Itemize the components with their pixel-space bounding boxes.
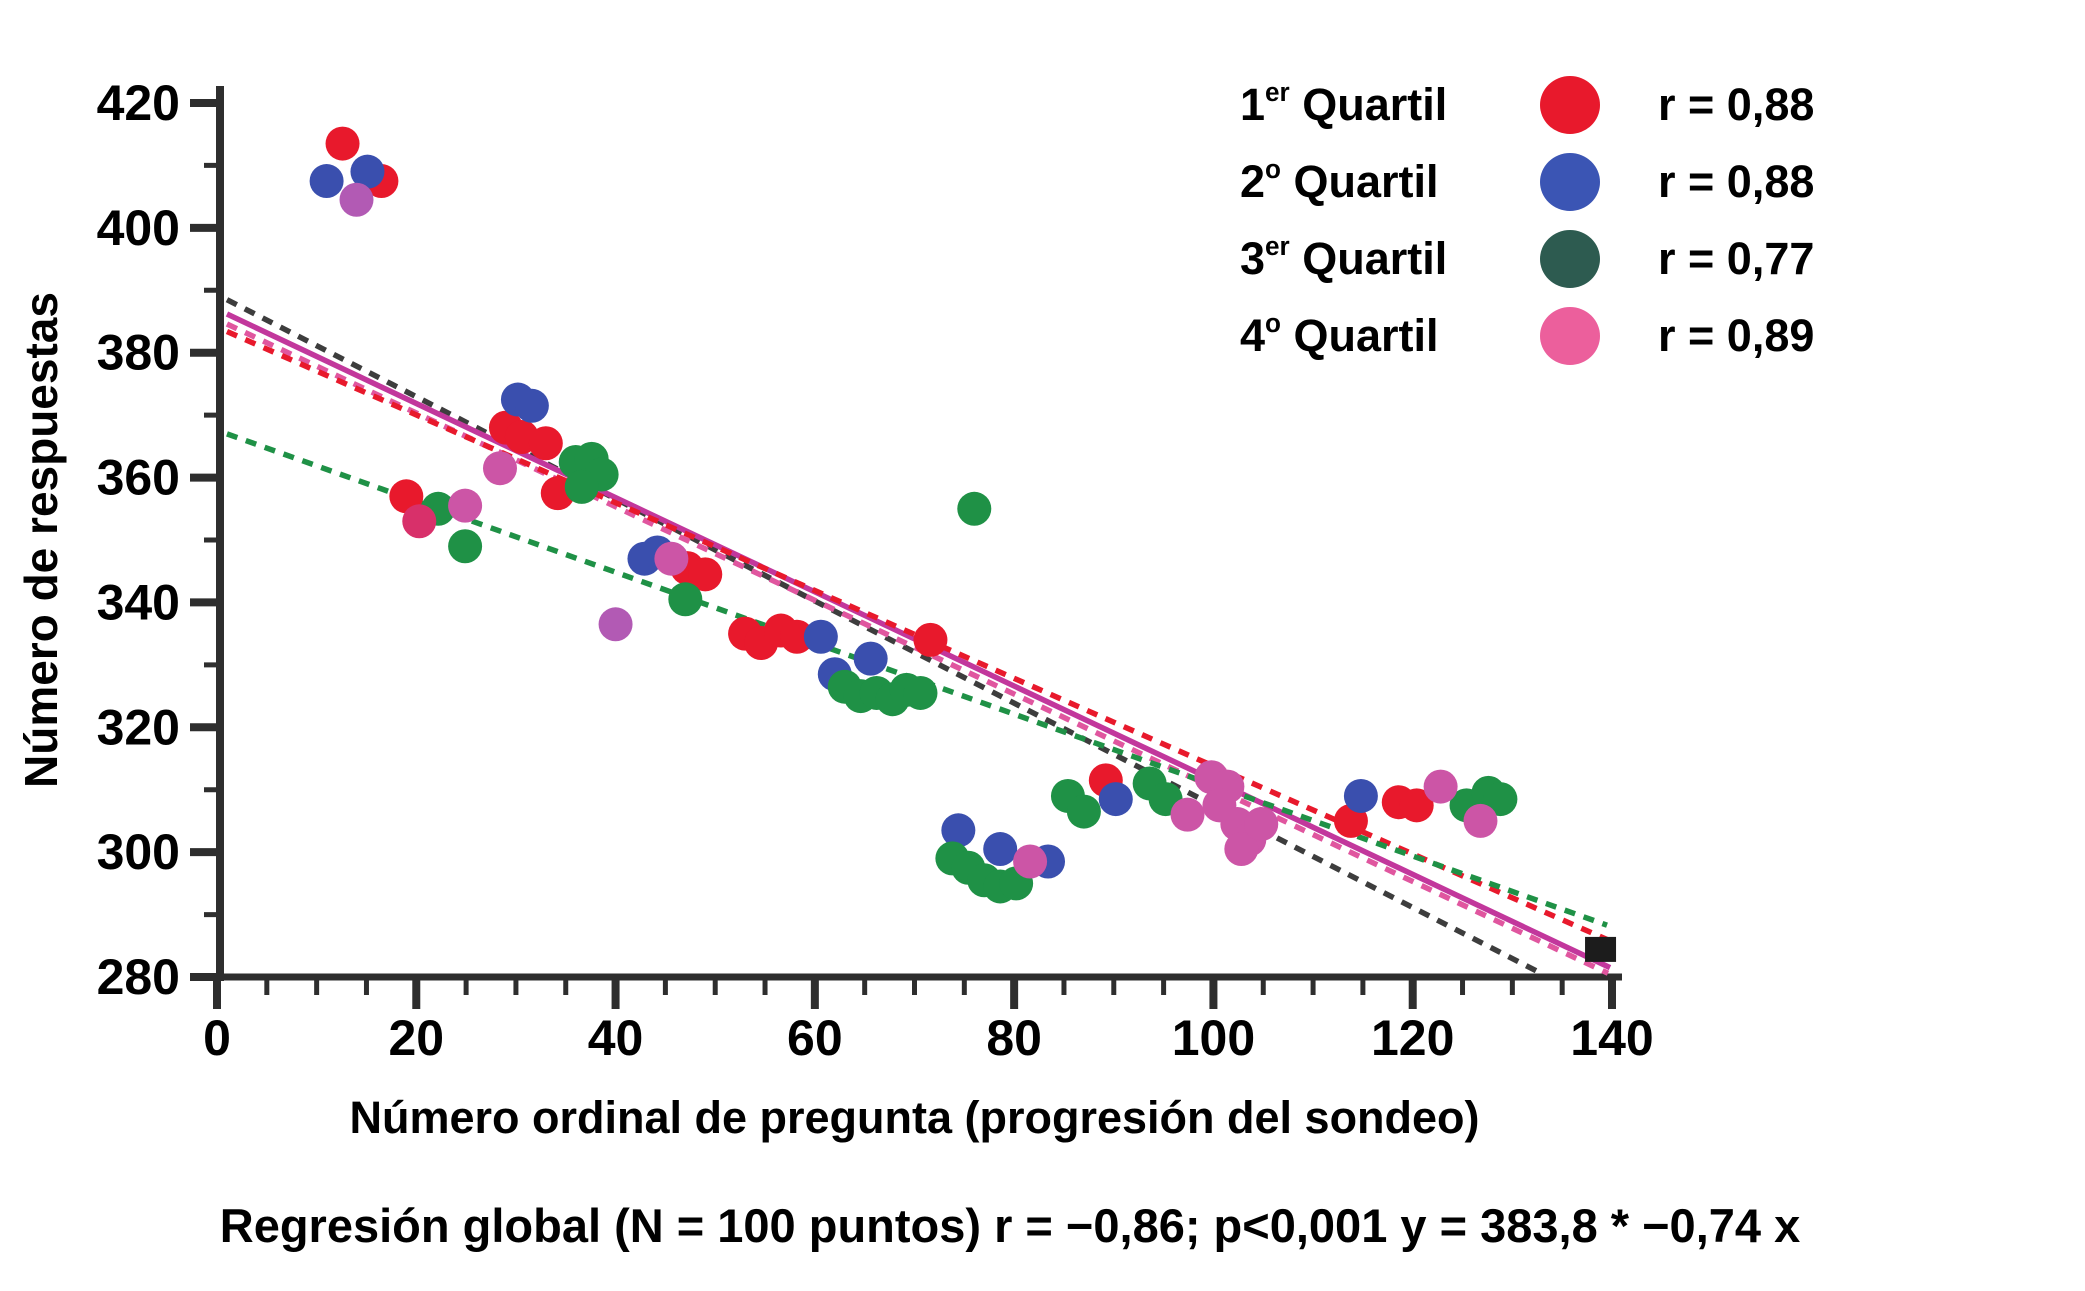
x-tick-label: 40: [588, 1010, 644, 1066]
legend-ordinal-sup: er: [1265, 230, 1290, 261]
global-regression-caption: Regresión global (N = 100 puntos) r = −0…: [219, 1199, 1801, 1252]
x-axis-title: Número ordinal de pregunta (progresión d…: [349, 1092, 1480, 1143]
legend-dot-q4-icon: [1540, 306, 1600, 365]
x-tick-label: 80: [986, 1010, 1042, 1066]
legend-ordinal-sup: o: [1265, 153, 1281, 184]
y-tick-label: 280: [97, 949, 180, 1005]
2nd-quartile-regression: [225, 297, 1544, 977]
legend-dot-q3-icon: [1540, 229, 1600, 288]
x-tick-label: 0: [203, 1010, 231, 1066]
y-tick-label: 360: [97, 450, 180, 506]
data-point-q4: [654, 541, 689, 576]
data-point-q1: [389, 479, 424, 514]
legend-word: Quartil: [1293, 155, 1439, 207]
dark-pink-point: [402, 504, 437, 539]
data-point-q4: [448, 488, 483, 523]
data-point-q2: [514, 388, 549, 423]
legend-item-q2: 2o Quartil r = 0,88: [1240, 143, 2040, 220]
legend-word: Quartil: [1302, 232, 1448, 284]
y-tick-label: 320: [97, 699, 180, 755]
x-tick-label: 20: [388, 1010, 444, 1066]
orchid-point: [598, 607, 633, 642]
data-point-q4: [1224, 832, 1259, 867]
y-tick-label: 380: [97, 325, 180, 381]
legend-word: Quartil: [1293, 309, 1439, 361]
data-point-q4: [1013, 844, 1048, 879]
legend-label-q4: 4o Quartil: [1240, 307, 1540, 362]
data-point-q4: [1244, 807, 1279, 842]
legend-ordinal-sup: o: [1265, 307, 1281, 338]
orchid-point: [339, 182, 374, 217]
y-tick-label: 300: [97, 824, 180, 880]
x-tick-label: 120: [1371, 1010, 1454, 1066]
legend-r-q3: r = 0,77: [1658, 232, 1815, 284]
legend-r-q4: r = 0,89: [1658, 309, 1815, 361]
y-axis-title: Número de respuestas: [15, 292, 67, 788]
legend-label-q3: 3er Quartil: [1240, 230, 1540, 285]
y-tick-label: 340: [97, 574, 180, 630]
y-tick-label: 400: [97, 200, 180, 256]
legend-label-q2: 2o Quartil: [1240, 153, 1540, 208]
x-tick-label: 60: [787, 1010, 843, 1066]
data-point-q3: [1066, 794, 1101, 829]
legend-item-q3: 3er Quartil r = 0,77: [1240, 220, 2040, 297]
data-point-q2: [309, 164, 344, 199]
legend-dot-q2-icon: [1540, 152, 1600, 211]
x-tick-label: 140: [1570, 1010, 1653, 1066]
data-point-q1: [913, 622, 948, 657]
data-point-q2: [941, 813, 976, 848]
data-point-q2: [853, 641, 888, 676]
data-point-q4: [1170, 797, 1205, 832]
end-square: [1585, 936, 1617, 962]
data-point-q4: [482, 451, 517, 486]
data-point-q2: [1343, 778, 1378, 813]
data-point-q4: [1423, 769, 1458, 804]
data-point-q3: [1483, 782, 1518, 817]
legend-r-q2: r = 0,88: [1658, 155, 1815, 207]
legend-ordinal: 4: [1240, 309, 1266, 361]
data-point-q1: [1399, 788, 1434, 823]
data-point-q1: [325, 126, 360, 161]
data-point-q2: [1098, 782, 1133, 817]
legend-item-q1: 1er Quartil r = 0,88: [1240, 66, 2040, 143]
data-point-q3: [564, 469, 599, 504]
data-point-q1: [688, 557, 723, 592]
data-point-q3: [957, 491, 992, 526]
data-point-q3: [903, 675, 938, 710]
data-point-q4: [1463, 803, 1498, 838]
legend-r-q1: r = 0,88: [1658, 78, 1815, 130]
legend-label-q1: 1er Quartil: [1240, 76, 1540, 131]
y-tick-label: 420: [97, 75, 180, 131]
data-point-q2: [983, 832, 1018, 867]
x-tick-label: 100: [1172, 1010, 1255, 1066]
data-point-q2: [350, 154, 385, 189]
data-point-q1: [779, 619, 814, 654]
data-point-q2: [803, 619, 838, 654]
legend-ordinal: 1: [1240, 78, 1266, 130]
legend-dot-q1-icon: [1540, 75, 1600, 134]
legend-ordinal-sup: er: [1265, 76, 1290, 107]
legend-ordinal: 2: [1240, 155, 1266, 207]
legend: 1er Quartil r = 0,88 2o Quartil r = 0,88…: [1240, 66, 2040, 374]
data-point-q3: [448, 529, 483, 564]
data-point-q3: [668, 582, 703, 617]
legend-word: Quartil: [1302, 78, 1448, 130]
data-point-q1: [528, 426, 563, 461]
legend-ordinal: 3: [1240, 232, 1266, 284]
legend-item-q4: 4o Quartil r = 0,89: [1240, 297, 2040, 374]
